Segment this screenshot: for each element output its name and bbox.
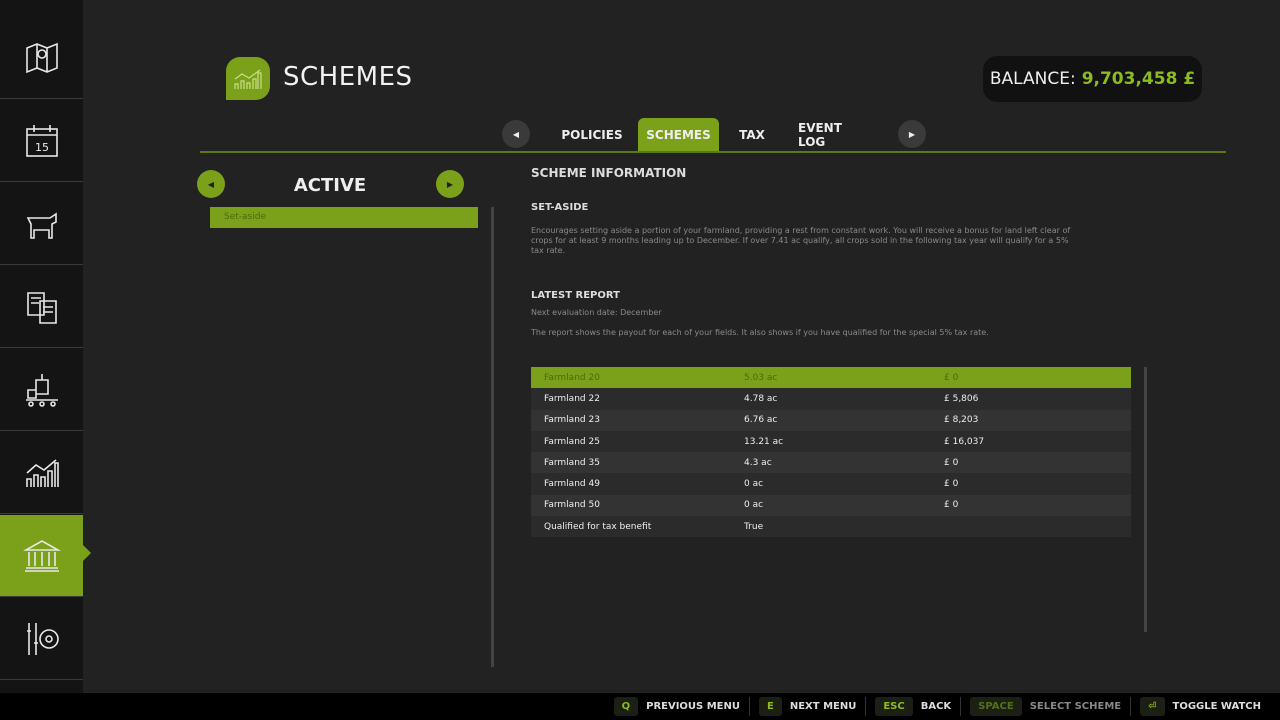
tab-policies[interactable]: POLICIES [561, 127, 623, 142]
contracts-icon [26, 291, 57, 324]
table-row[interactable]: Farmland 35 4.3 ac £ 0 [531, 452, 1131, 474]
list-prev-button[interactable]: ◀ [197, 170, 225, 198]
arrow-right-icon: ▶ [446, 179, 454, 189]
next-evaluation: Next evaluation date: December [531, 308, 662, 317]
sidebar-item-finances[interactable] [0, 515, 91, 597]
sidebar: 15 [0, 0, 91, 693]
sidebar-item-calendar[interactable]: 15 [0, 100, 83, 182]
field-area: 0 ac [744, 479, 764, 490]
table-row[interactable]: Farmland 50 0 ac £ 0 [531, 494, 1131, 517]
hint-label: SELECT SCHEME [1029, 701, 1122, 712]
field-name: Farmland 20 [544, 372, 600, 383]
page-title: SCHEMES [283, 62, 413, 92]
report-description: The report shows the payout for each of … [531, 328, 989, 337]
list-next-button[interactable]: ▶ [436, 170, 464, 198]
table-row[interactable]: Farmland 20 5.03 ac £ 0 [531, 367, 1131, 389]
arrow-left-icon: ◀ [207, 179, 215, 189]
report-heading: LATEST REPORT [531, 290, 620, 301]
calendar-day: 15 [35, 141, 49, 154]
scheme-description: Encourages setting aside a portion of yo… [531, 226, 1071, 255]
field-name: Qualified for tax benefit [544, 521, 652, 532]
field-area: 4.3 ac [744, 457, 772, 468]
field-area: 5.03 ac [744, 372, 778, 383]
field-area: 13.21 ac [744, 436, 784, 447]
key-badge: ⏎ [1140, 697, 1165, 716]
tab-event-log[interactable]: EVENT LOG [798, 120, 842, 149]
sidebar-item-map[interactable] [0, 17, 83, 99]
tab-schemes[interactable]: SCHEMES [638, 118, 719, 151]
field-area: 4.78 ac [744, 393, 778, 404]
table-scrollbar[interactable] [1144, 367, 1147, 632]
field-name: Farmland 22 [544, 393, 600, 404]
hint-back[interactable]: ESC BACK [865, 697, 960, 716]
field-payout: £ 16,037 [944, 436, 985, 447]
hint-next-menu[interactable]: E NEXT MENU [749, 697, 865, 716]
cow-icon [26, 212, 57, 239]
field-payout: £ 8,203 [944, 415, 979, 426]
table-row[interactable]: Farmland 23 6.76 ac £ 8,203 [531, 409, 1131, 431]
tab-prev-button[interactable]: ◀ [502, 120, 530, 148]
field-payout: £ 0 [944, 457, 959, 468]
sidebar-item-production[interactable] [0, 349, 83, 431]
schemes-logo-icon [226, 57, 270, 100]
statistics-icon [25, 458, 59, 487]
field-name: Farmland 50 [544, 500, 600, 511]
sidebar-item-animals[interactable] [0, 183, 83, 265]
field-area: True [744, 521, 764, 532]
field-payout: £ 0 [944, 372, 959, 383]
hint-select-scheme[interactable]: SPACE SELECT SCHEME [960, 697, 1130, 716]
field-area: 6.76 ac [744, 415, 778, 426]
field-name: Farmland 25 [544, 436, 600, 447]
field-name: Farmland 35 [544, 457, 600, 468]
key-badge: SPACE [970, 697, 1022, 716]
bank-icon [22, 539, 61, 572]
hint-label: BACK [920, 701, 952, 712]
list-title: ACTIVE [293, 175, 367, 196]
key-badge: E [759, 697, 782, 716]
table-row[interactable]: Farmland 22 4.78 ac £ 5,806 [531, 388, 1131, 410]
hint-toggle-watch[interactable]: ⏎ TOGGLE WATCH [1130, 697, 1270, 716]
scheme-info: SCHEME INFORMATION SET-ASIDE Encourages … [531, 166, 1071, 338]
key-badge: ESC [875, 697, 913, 716]
sidebar-item-statistics[interactable] [0, 432, 83, 514]
scheme-name: SET-ASIDE [531, 202, 589, 213]
field-payout: £ 0 [944, 479, 959, 490]
field-payout: £ 0 [944, 500, 959, 511]
production-icon [25, 373, 58, 407]
hint-label: PREVIOUS MENU [646, 701, 741, 712]
field-name: Farmland 23 [544, 415, 600, 426]
info-heading: SCHEME INFORMATION [531, 166, 687, 180]
table-row[interactable]: Farmland 25 13.21 ac £ 16,037 [531, 430, 1131, 453]
tab-tax[interactable]: TAX [739, 127, 765, 142]
hint-previous-menu[interactable]: Q PREVIOUS MENU [605, 697, 749, 716]
divider [200, 151, 1226, 153]
arrow-left-icon: ◀ [512, 129, 520, 139]
sidebar-item-contracts[interactable] [0, 266, 83, 348]
table-row[interactable]: Farmland 49 0 ac £ 0 [531, 473, 1131, 495]
balance-display: BALANCE: 9,703,458 £ [983, 56, 1202, 102]
hint-label: NEXT MENU [789, 701, 857, 712]
report-table: Farmland 20 5.03 ac £ 0 Farmland 22 4.78 ac £… [531, 367, 1131, 538]
arrow-right-icon: ▶ [908, 129, 916, 139]
map-icon [25, 42, 58, 73]
list-scrollbar[interactable] [491, 207, 494, 667]
field-area: 0 ac [744, 500, 764, 511]
tab-next-button[interactable]: ▶ [898, 120, 926, 148]
settings-icon [26, 622, 59, 655]
balance-label: BALANCE: [989, 69, 1076, 89]
hint-label: TOGGLE WATCH [1172, 701, 1262, 712]
field-name: Farmland 49 [544, 479, 600, 490]
sidebar-item-settings[interactable] [0, 598, 83, 680]
scheme-list-item[interactable]: Set-aside [210, 207, 478, 228]
key-badge: Q [613, 697, 639, 716]
input-hints-bar: Q PREVIOUS MENU E NEXT MENU ESC BACK SPACE SELE… [0, 693, 1280, 720]
balance-value: 9,703,458 £ [1081, 69, 1196, 89]
calendar-icon: 15 [25, 124, 58, 157]
table-row[interactable]: Qualified for tax benefit True [531, 516, 1131, 538]
field-payout: £ 5,806 [944, 393, 979, 404]
